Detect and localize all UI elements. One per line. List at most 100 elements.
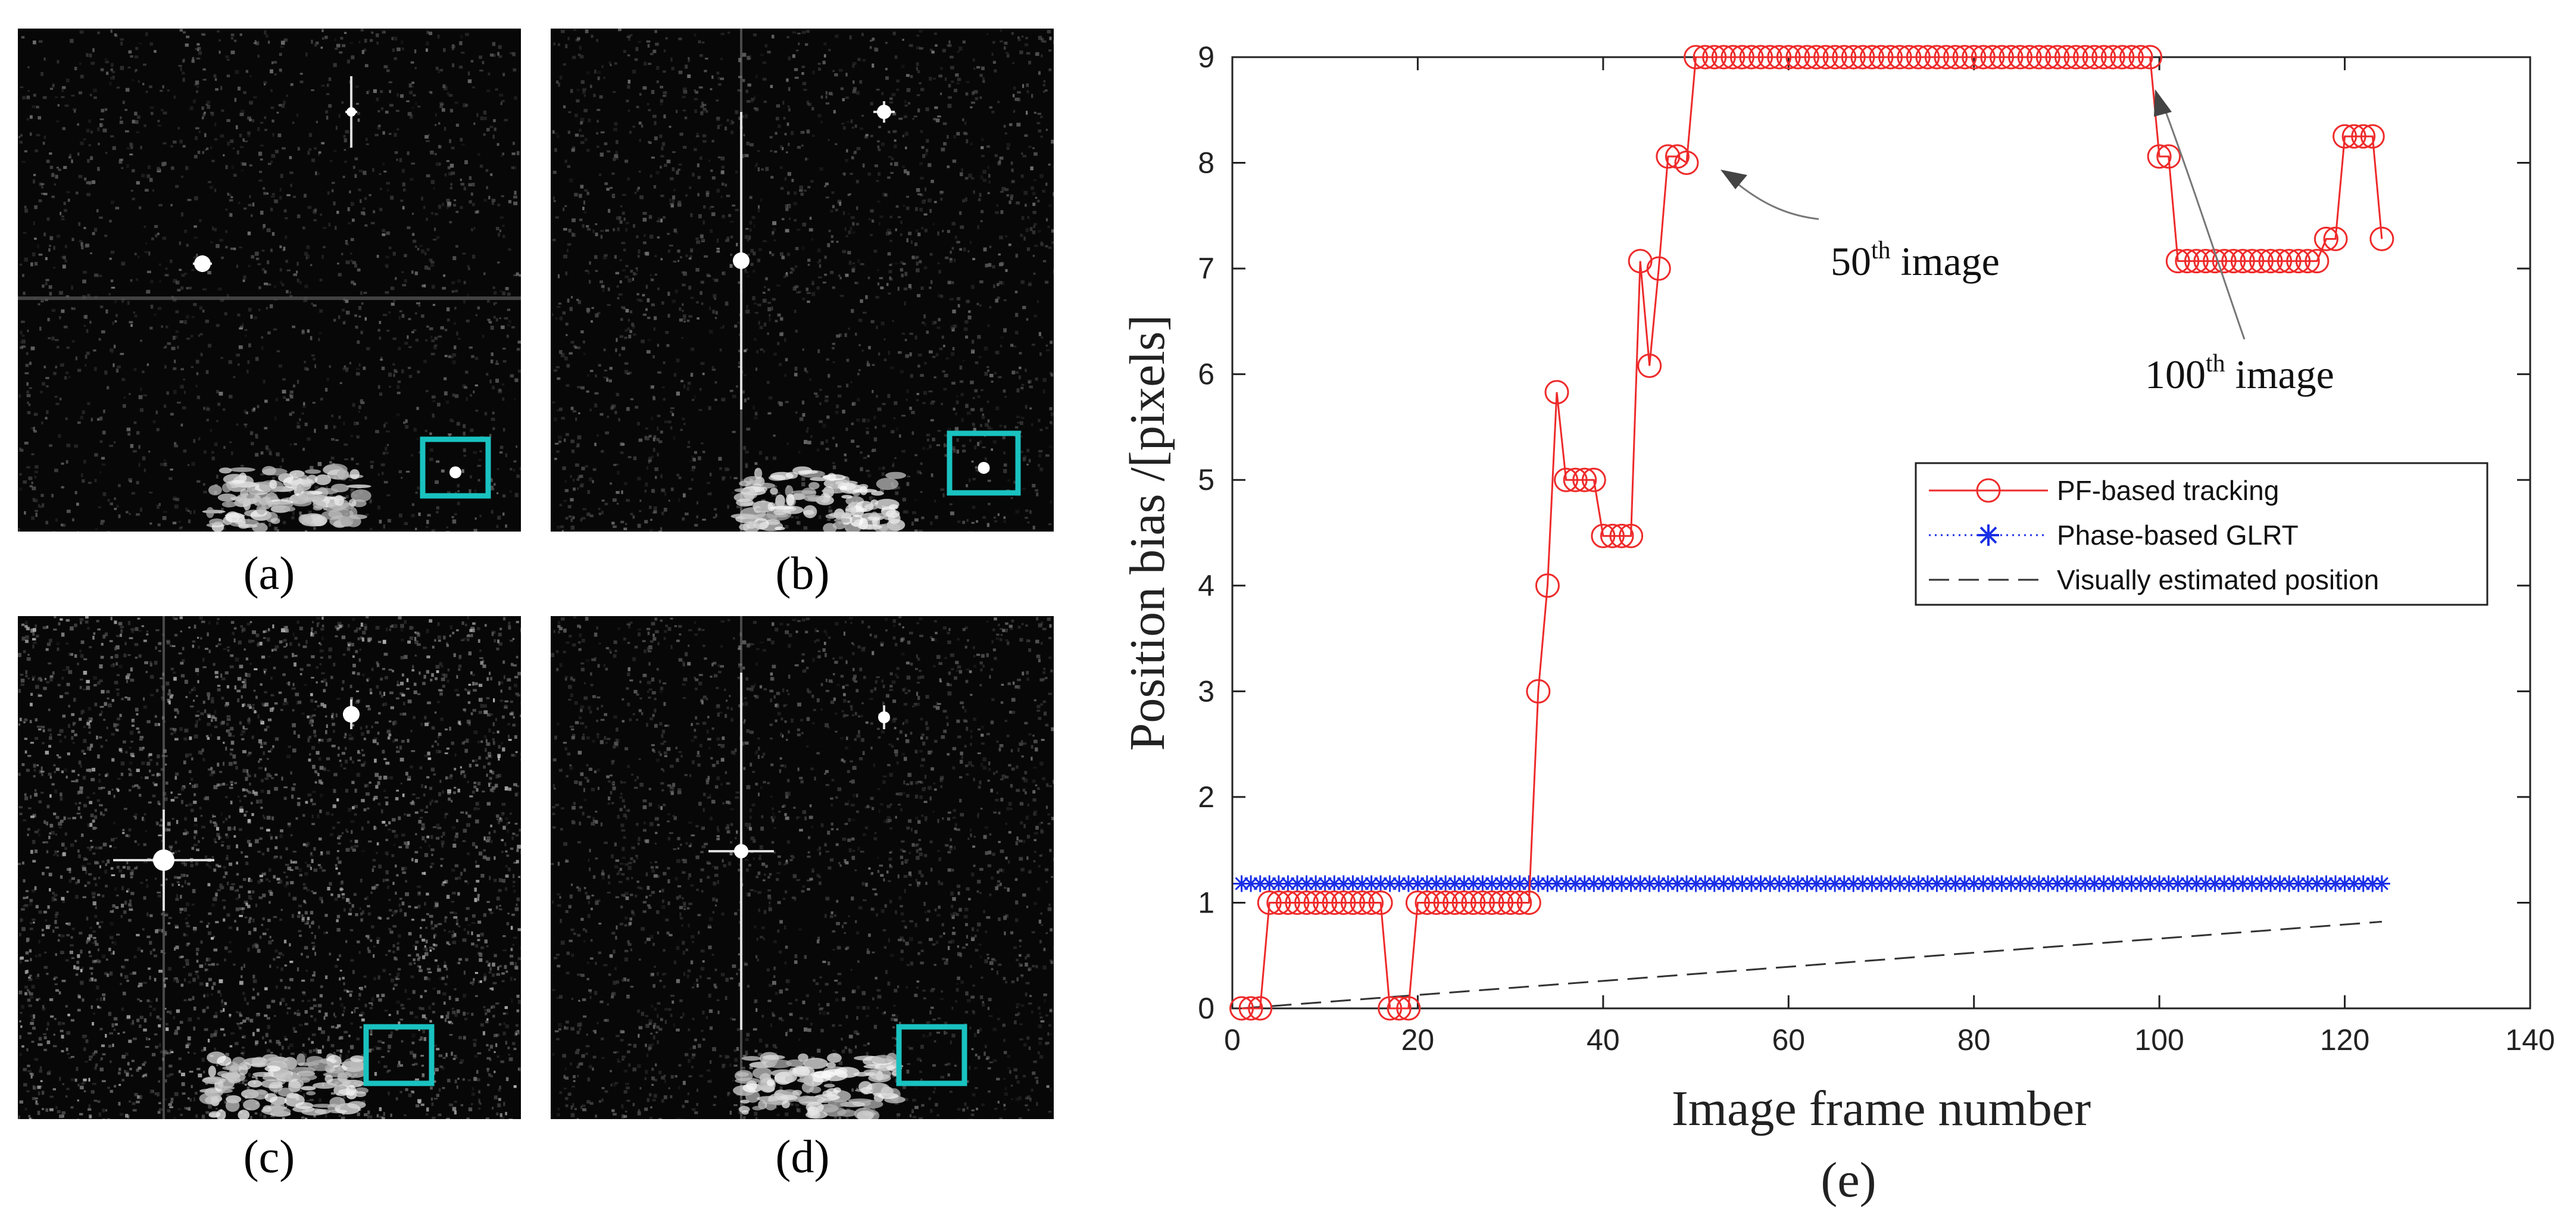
pf-marker [1739,45,1764,70]
sar-image-d [551,616,1054,1119]
pf-marker [2203,249,2228,274]
pf-marker [1971,45,1996,70]
sar-panel-a [18,29,521,532]
glrt-marker [2104,875,2122,892]
pf-marker [1516,890,1541,915]
pf-marker [1841,45,1866,70]
glrt-marker [1233,875,1250,892]
pf-marker [2360,124,2385,149]
pf-marker [1915,45,1940,70]
pf-marker [1266,890,1291,915]
y-tick-label: 0 [1198,992,1214,1025]
pf-marker [1461,890,1486,915]
bottom-clutter [730,466,907,532]
glrt-marker [2169,875,2187,892]
glrt-marker [1669,875,1686,892]
pf-marker [1248,996,1273,1021]
glrt-marker [2373,875,2390,892]
glrt-marker [1743,875,1760,892]
pf-marker [1331,890,1356,915]
glrt-marker [1956,875,1974,892]
pf-marker [1424,890,1449,915]
axis-ticks: 0 20 40 60 80 100 120 140 0 1 2 3 4 5 6 7 8 9 [1198,40,2555,1057]
panel-caption-a: (a) [243,547,295,599]
pf-marker [1535,573,1560,598]
pf-marker [2333,124,2358,149]
pf-marker [1619,523,1644,548]
target-point [978,462,990,474]
annotation-50-number: 50 [1831,239,1871,284]
pf-marker [1721,45,1746,70]
pf-marker [2184,249,2209,274]
target-point [449,466,461,479]
bright-scatterer [113,810,214,911]
pf-marker [1600,523,1625,548]
glrt-marker [2327,875,2344,892]
pf-marker [1257,890,1282,915]
glrt-marker [1409,875,1426,892]
pf-marker [1989,45,2014,70]
pf-marker [1378,996,1403,1021]
glrt-marker [1659,875,1676,892]
y-axis-label: Position bias /[pixels] [1120,315,1175,751]
pf-marker [1952,45,1977,70]
glrt-marker [2225,875,2242,892]
pf-marker [1887,45,1912,70]
pf-marker [1489,890,1514,915]
x-tick-label: 60 [1772,1023,1805,1057]
pf-marker [1656,144,1681,169]
pf-marker [1415,890,1440,915]
pf-marker [1609,523,1634,548]
bright-scatterer [193,255,212,272]
pf-marker [1943,45,1968,70]
glrt-marker [1585,875,1603,892]
legend-label-visual: Visually estimated position [2057,564,2379,595]
pf-marker [1832,45,1857,70]
pf-marker [1702,45,1727,70]
pf-marker [1507,890,1532,915]
legend-box [1915,462,2488,606]
x-tick-label: 20 [1401,1023,1435,1057]
pf-marker [1693,45,1718,70]
pf-marker [1924,45,1949,70]
glrt-marker [1771,875,1788,892]
pf-marker [2212,249,2237,274]
glrt-marker [1344,875,1362,892]
pf-marker [1767,45,1792,70]
pf-marker [2295,249,2320,274]
pf-marker [1387,996,1412,1021]
pf-marker [1962,45,1987,70]
glrt-marker [1289,875,1306,892]
target-box [896,1024,967,1086]
pf-marker [1684,45,1709,70]
glrt-marker [1381,875,1398,892]
glrt-marker [1456,875,1473,892]
bright-scatterer [873,101,895,123]
pf-marker [1646,256,1671,281]
glrt-marker [1641,875,1658,892]
pf-marker [2063,45,2088,70]
pf-marker [1776,45,1801,70]
bright-scatterer [345,76,357,148]
legend-marker-glrt [1978,524,1999,546]
glrt-marker [1567,875,1584,892]
pf-marker [2156,144,2181,169]
sar-image-b [551,29,1054,532]
pf-marker [1785,45,1810,70]
pf-marker [1470,890,1495,915]
pf-marker [1238,996,1263,1021]
pf-marker [2240,249,2265,274]
pf-marker [1581,467,1606,492]
target-box [363,1024,435,1086]
legend-marker-pf [1976,478,2001,503]
pf-marker [2221,249,2246,274]
pf-marker [2128,45,2153,70]
glrt-marker [2003,875,2019,892]
bottom-clutter [202,463,371,532]
pf-marker [1294,890,1319,915]
speckle-noise [551,616,1054,1119]
pf-marker [2100,45,2125,70]
pf-marker [2258,249,2283,274]
pf-marker [1313,890,1338,915]
